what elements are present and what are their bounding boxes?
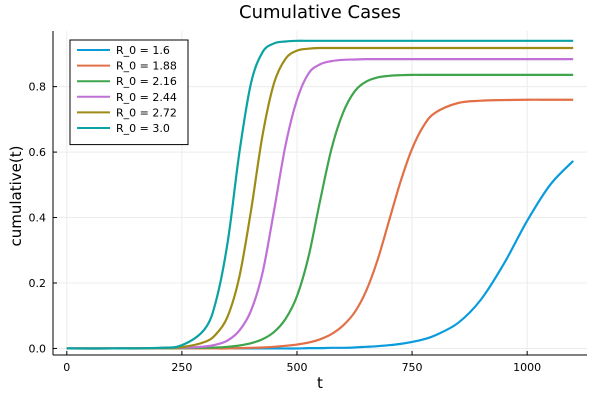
legend-entry: R_0 = 3.0 <box>116 122 170 135</box>
legend-entry: R_0 = 1.88 <box>116 60 177 73</box>
chart-title: Cumulative Cases <box>239 2 401 23</box>
series-line <box>66 39 574 350</box>
x-axis-label: t <box>317 374 323 392</box>
y-tick-label: 0.8 <box>29 81 47 94</box>
legend-box <box>69 39 189 146</box>
y-tick-label: 0.0 <box>29 342 47 355</box>
x-tick-label: 500 <box>286 361 307 374</box>
x-tick-label: 250 <box>171 361 192 374</box>
y-tick-label: 0.4 <box>29 212 47 225</box>
legend-entry: R_0 = 2.72 <box>116 106 177 119</box>
y-tick-label: 0.2 <box>29 277 47 290</box>
y-axis-label: cumulative(t) <box>7 146 25 247</box>
legend-entry: R_0 = 1.6 <box>116 44 170 57</box>
x-tick-label: 0 <box>63 361 70 374</box>
legend-entry: R_0 = 2.44 <box>116 91 177 104</box>
axes <box>52 31 587 356</box>
series-line <box>66 160 574 350</box>
legend: R_0 = 1.6 R_0 = 1.88 R_0 = 2.16 R_0 = 2.44 R… <box>69 39 189 146</box>
legend-entry: R_0 = 2.16 <box>116 75 177 88</box>
y-tick-label: 0.6 <box>29 146 47 159</box>
series-lines <box>66 39 574 350</box>
tick-labels: 0 250 500 750 1000 0.0 0.2 0.4 0.6 0.8 <box>29 81 542 374</box>
x-tick-label: 1000 <box>513 361 541 374</box>
series-line <box>66 46 574 350</box>
x-tick-label: 750 <box>402 361 423 374</box>
series-line <box>66 58 574 350</box>
series-line <box>66 73 574 350</box>
